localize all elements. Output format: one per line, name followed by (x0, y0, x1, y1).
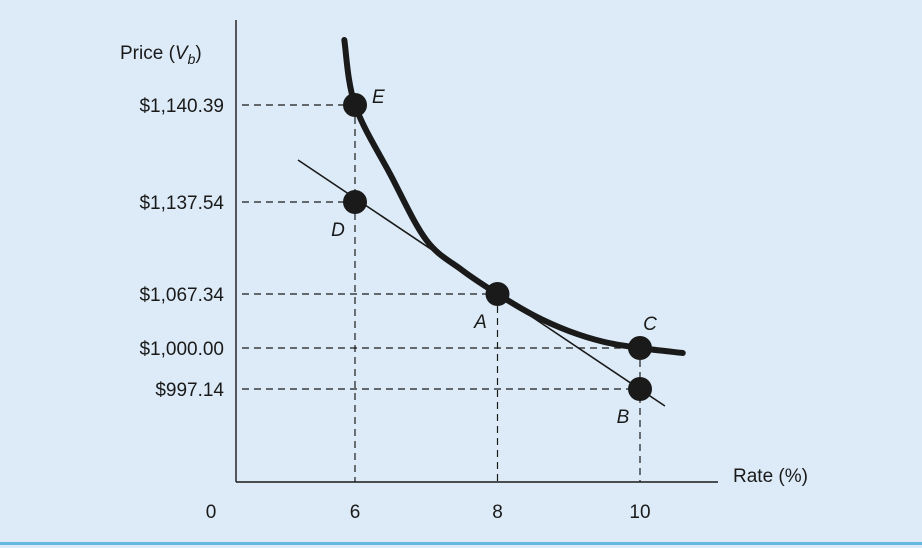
x-tick-label-0: 6 (350, 502, 361, 523)
point-label-E: E (372, 87, 385, 108)
point-label-B: B (617, 407, 630, 428)
origin-label: 0 (206, 502, 217, 523)
price-curve (341, 37, 686, 356)
point-D (343, 190, 367, 214)
y-tick-label-4: $997.14 (155, 380, 224, 401)
point-B (628, 377, 652, 401)
point-A (485, 282, 510, 306)
y-tick-label-3: $1,000.00 (139, 339, 224, 360)
bottom-rule (0, 542, 922, 545)
guide-lines (242, 104, 641, 482)
points-group (343, 93, 652, 401)
axes (235, 20, 718, 483)
point-E (343, 93, 367, 117)
point-label-C: C (643, 314, 657, 335)
y-tick-label-1: $1,137.54 (139, 193, 224, 214)
labels-group: $1,140.39 $1,137.54 $1,067.34 $1,000.00 $997… (139, 87, 657, 523)
point-label-D: D (331, 220, 345, 241)
x-axis-title: Rate (%) (733, 466, 808, 487)
y-axis-title: Price (Vb) (120, 43, 202, 67)
x-tick-label-1: 8 (492, 502, 503, 523)
y-tick-label-0: $1,140.39 (139, 96, 224, 117)
x-tick-label-2: 10 (629, 502, 650, 523)
point-C (628, 336, 652, 360)
y-tick-label-2: $1,067.34 (139, 285, 224, 306)
point-label-A: A (473, 312, 487, 333)
